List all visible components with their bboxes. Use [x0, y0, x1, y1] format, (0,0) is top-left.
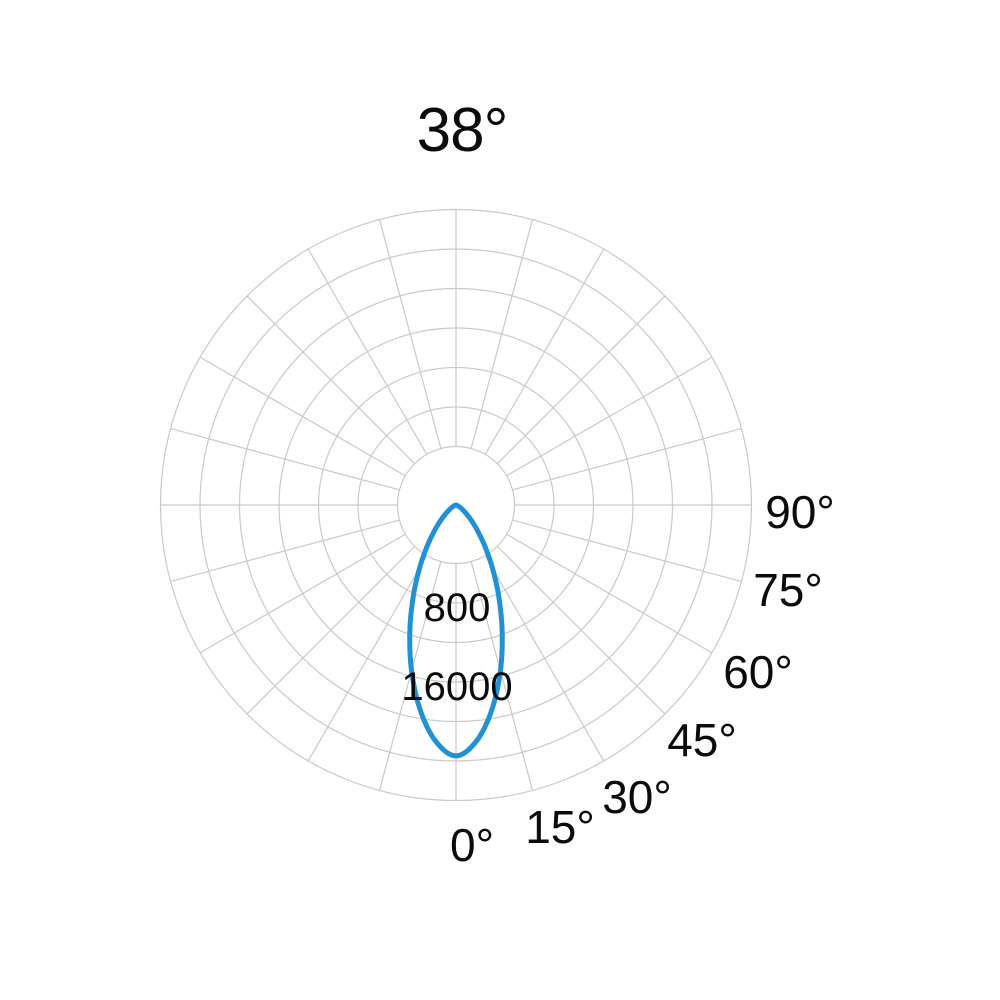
angle-tick-45: 45°: [667, 714, 737, 766]
polar-spoke: [199, 356, 406, 477]
polar-spoke: [512, 519, 742, 583]
polar-spoke: [512, 427, 742, 491]
polar-spoke: [496, 545, 666, 715]
angle-tick-75: 75°: [753, 564, 823, 616]
polar-spoke: [378, 219, 442, 449]
polar-spoke: [170, 427, 400, 491]
polar-spoke: [307, 555, 428, 762]
polar-spoke: [484, 248, 605, 455]
beam-angle-title: 38°: [416, 96, 509, 165]
polar-spoke: [506, 356, 713, 477]
angle-tick-60: 60°: [723, 646, 793, 698]
polar-spoke: [246, 545, 416, 715]
polar-spoke: [307, 248, 428, 455]
angle-tick-30: 30°: [602, 771, 672, 823]
polar-spoke: [246, 295, 416, 465]
angle-tick-90: 90°: [765, 486, 835, 538]
angle-axis-labels: 0° 15° 30° 45° 60° 75° 90°: [450, 486, 835, 871]
radial-axis-labels: 800 16000: [401, 586, 512, 709]
intensity-curve: [407, 502, 505, 759]
angle-tick-0: 0°: [450, 819, 494, 871]
polar-spoke: [506, 533, 713, 654]
polar-spoke: [496, 295, 666, 465]
radial-tick-label-800: 800: [424, 586, 491, 630]
polar-spoke: [199, 533, 406, 654]
polar-spoke: [470, 219, 534, 449]
polar-spoke: [484, 555, 605, 762]
radial-tick-label-16000: 16000: [401, 665, 512, 709]
angle-tick-15: 15°: [525, 801, 595, 853]
polar-spoke: [170, 519, 400, 583]
